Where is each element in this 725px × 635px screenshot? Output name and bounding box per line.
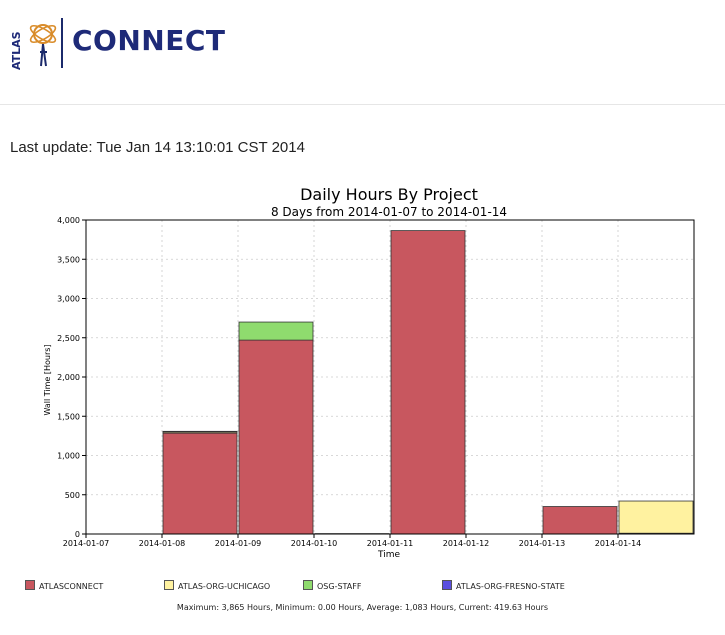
x-tick-label: 2014-01-10 bbox=[291, 539, 338, 548]
y-tick-label: 3,000 bbox=[57, 295, 80, 304]
atlas-logo: ATLAS bbox=[10, 24, 57, 70]
legend-swatch bbox=[442, 580, 452, 590]
axes-layer: 0 500 1,000 1,500 2,000 2,500 3,000 3,500 4,000 2… bbox=[57, 216, 695, 548]
y-tick-label: 1,000 bbox=[57, 452, 80, 461]
last-update-text: Last update: Tue Jan 14 13:10:01 CST 201… bbox=[10, 139, 305, 156]
page-header: ATLAS CONNECT bbox=[0, 0, 725, 105]
bars-layer bbox=[162, 230, 694, 535]
bar-segment bbox=[162, 432, 238, 535]
legend-item-fresno-state: ATLAS-ORG-FRESNO-STATE bbox=[442, 580, 565, 591]
legend-swatch bbox=[164, 580, 174, 590]
legend-item-atlasconnect: ATLASCONNECT bbox=[25, 580, 103, 591]
legend-swatch bbox=[303, 580, 313, 590]
bar-segment bbox=[542, 506, 618, 535]
bar-segment bbox=[390, 230, 466, 535]
y-tick-label: 1,500 bbox=[57, 412, 80, 421]
x-tick-label: 2014-01-09 bbox=[215, 539, 262, 548]
logo-divider bbox=[61, 18, 63, 68]
logo-text: ATLAS bbox=[10, 31, 23, 70]
y-tick-label: 500 bbox=[65, 491, 80, 500]
legend-item-uchicago: ATLAS-ORG-UCHICAGO bbox=[164, 580, 270, 591]
bar-segment bbox=[162, 430, 238, 433]
y-tick-label: 3,500 bbox=[57, 255, 80, 264]
bar-segment bbox=[618, 500, 694, 534]
y-tick-label: 2,500 bbox=[57, 334, 80, 343]
chart-stats: Maximum: 3,865 Hours, Minimum: 0.00 Hour… bbox=[176, 603, 549, 612]
legend-label: ATLAS-ORG-FRESNO-STATE bbox=[456, 582, 565, 591]
y-axis-label: Wall Time [Hours] bbox=[43, 344, 52, 415]
x-tick-label: 2014-01-12 bbox=[443, 539, 490, 548]
y-tick-label: 2,000 bbox=[57, 373, 80, 382]
x-tick-label: 2014-01-11 bbox=[367, 539, 414, 548]
chart-subtitle: 8 Days from 2014-01-07 to 2014-01-14 bbox=[271, 205, 507, 219]
plot-frame bbox=[85, 219, 695, 535]
chart-title: Daily Hours By Project bbox=[300, 185, 478, 204]
bar-segment bbox=[238, 321, 314, 341]
x-tick-label: 2014-01-13 bbox=[519, 539, 566, 548]
x-tick-label: 2014-01-14 bbox=[595, 539, 642, 548]
legend-label: ATLAS-ORG-UCHICAGO bbox=[178, 582, 271, 591]
x-axis-label: Time bbox=[377, 550, 400, 560]
bar-segment bbox=[238, 339, 314, 535]
y-tick-label: 4,000 bbox=[57, 216, 80, 225]
brand-title: CONNECT bbox=[72, 24, 226, 57]
legend-label: OSG-STAFF bbox=[317, 582, 362, 591]
legend-swatch bbox=[25, 580, 35, 590]
x-tick-label: 2014-01-08 bbox=[139, 539, 186, 548]
x-tick-label: 2014-01-07 bbox=[63, 539, 110, 548]
y-tick-label: 0 bbox=[75, 530, 80, 539]
daily-hours-chart: Daily Hours By Project 8 Days from 2014-… bbox=[43, 185, 695, 560]
legend-label: ATLASCONNECT bbox=[39, 582, 104, 591]
legend-item-osg-staff: OSG-STAFF bbox=[303, 580, 361, 591]
